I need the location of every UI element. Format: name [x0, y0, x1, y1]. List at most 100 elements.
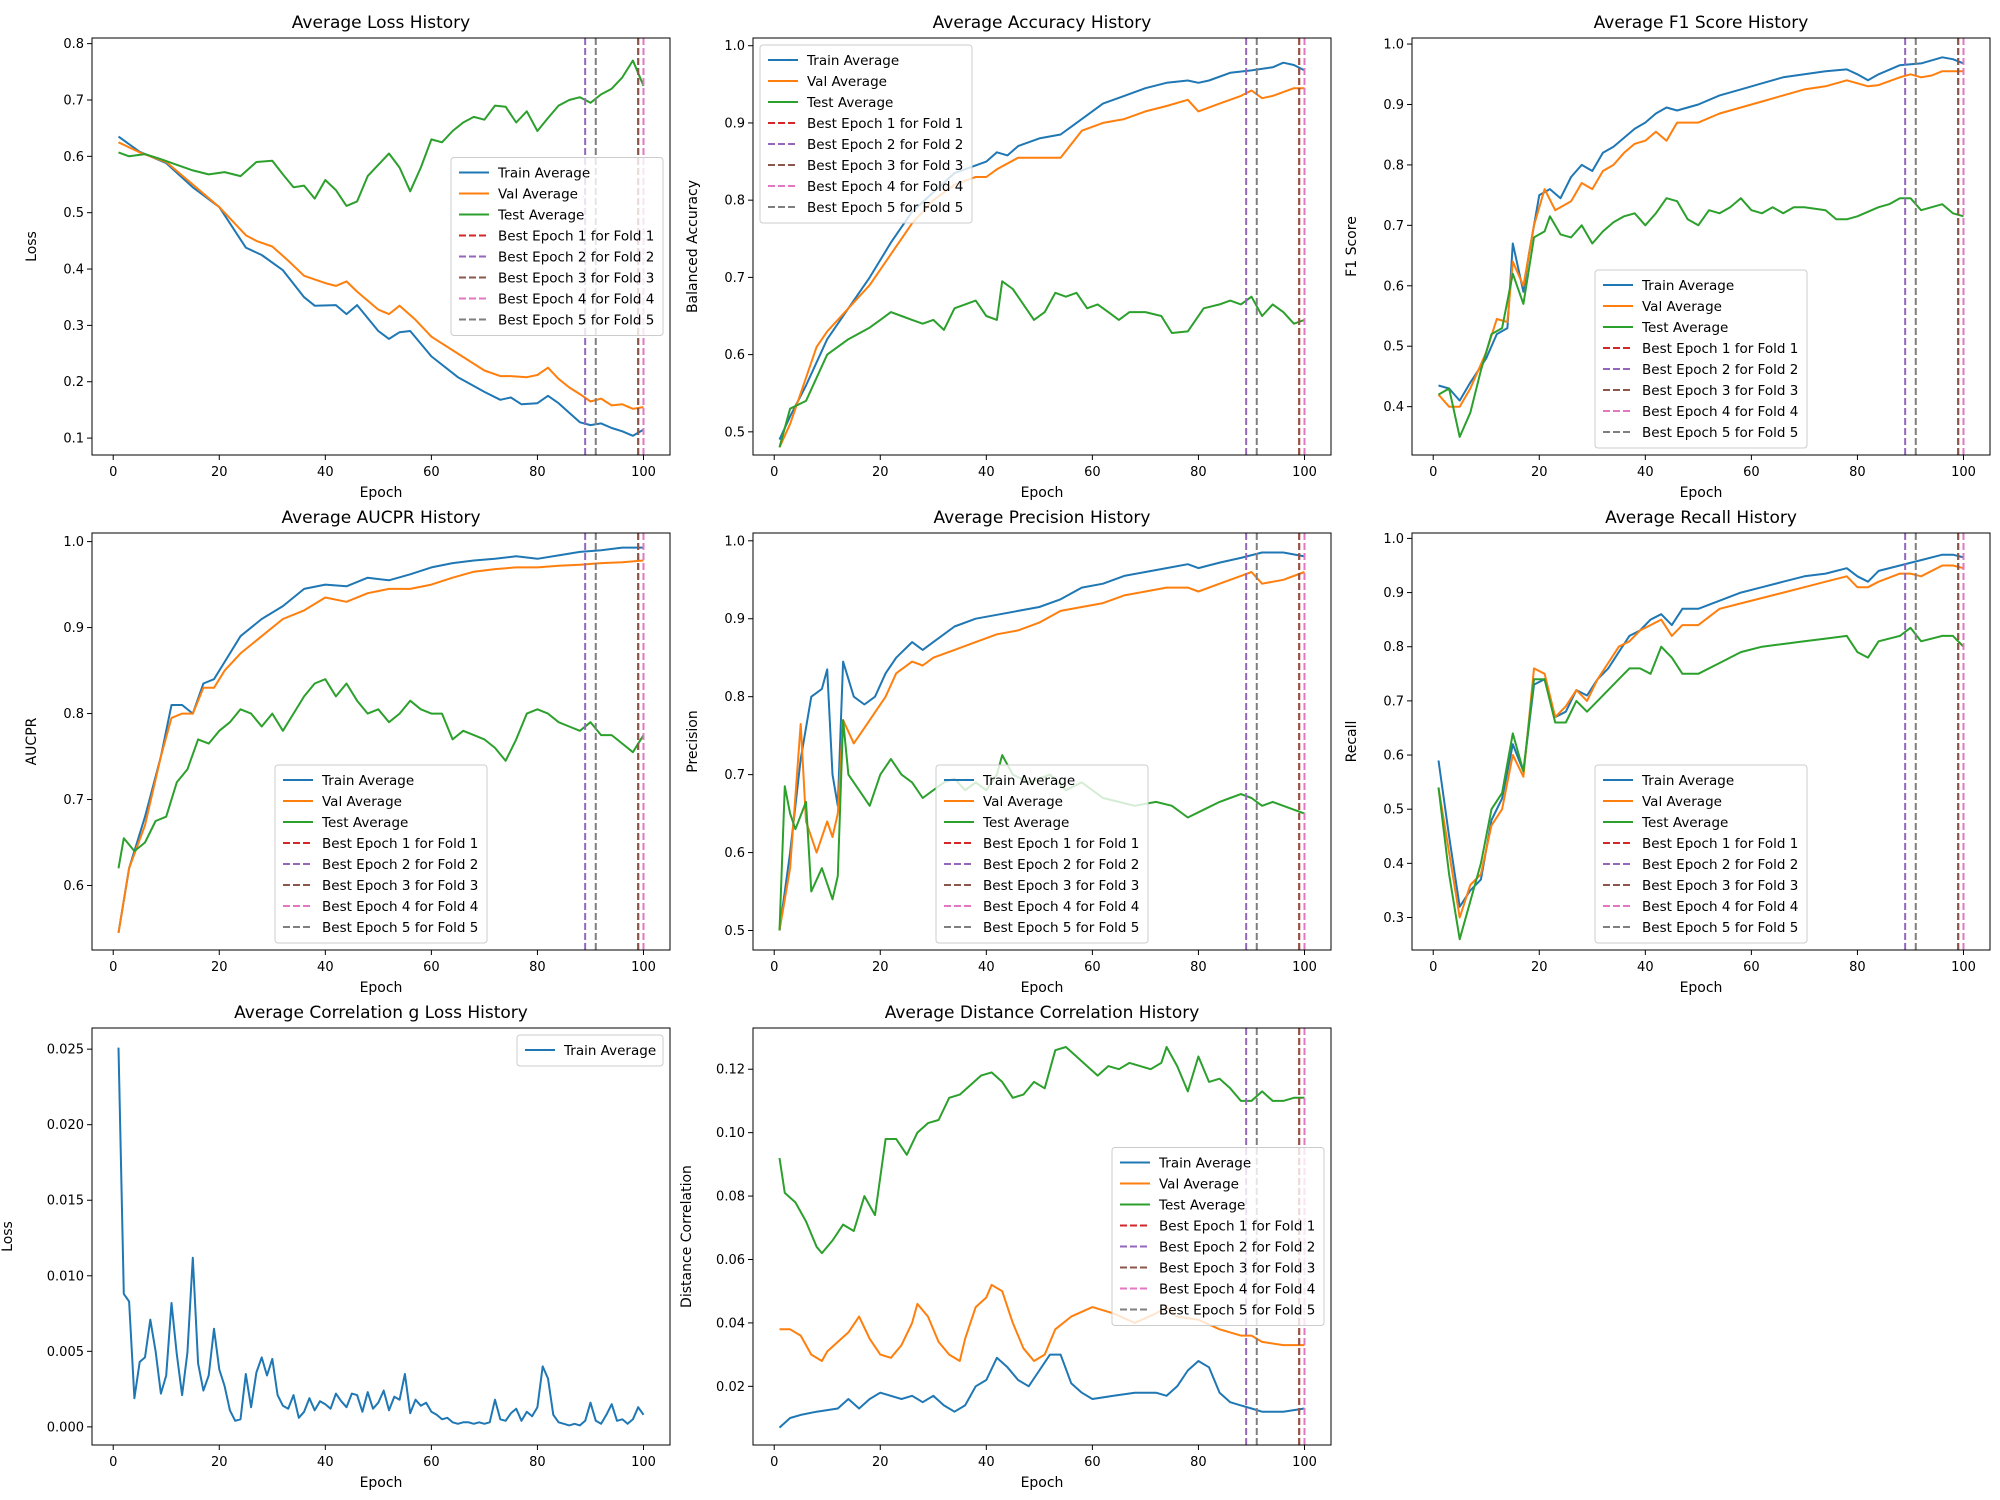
legend-label-f3: Best Epoch 3 for Fold 3 — [1642, 878, 1798, 894]
legend-label-test: Test Average — [806, 95, 893, 111]
x-axis-label: Epoch — [360, 485, 403, 501]
x-tick-label: 40 — [317, 465, 334, 480]
x-tick-label: 80 — [529, 465, 546, 480]
legend-label-f2: Best Epoch 2 for Fold 2 — [1642, 857, 1798, 873]
plot-area — [117, 1047, 645, 1427]
y-tick-label: 0.010 — [47, 1269, 84, 1284]
legend-label-train: Train Average — [806, 53, 899, 69]
y-tick-label: 0.005 — [47, 1345, 84, 1360]
chart-title: Average Accuracy History — [933, 13, 1152, 33]
x-tick-label: 100 — [1951, 465, 1976, 480]
legend-label-test: Test Average — [982, 815, 1069, 831]
series-line-val — [117, 559, 644, 933]
axes-frame — [752, 532, 1332, 951]
y-tick-label: 0.5 — [724, 425, 745, 440]
x-tick-label: 20 — [211, 1455, 228, 1470]
x-tick-label: 0 — [770, 1455, 778, 1470]
y-tick-label: 0.4 — [1383, 857, 1404, 872]
series-line-test — [778, 280, 1305, 448]
y-tick-label: 0.9 — [724, 116, 745, 131]
legend-label-test: Test Average — [1158, 1198, 1245, 1214]
x-axis-label: Epoch — [1680, 980, 1723, 996]
x-tick-label: 20 — [872, 960, 889, 975]
x-tick-label: 100 — [631, 465, 656, 480]
y-tick-label: 0.8 — [1383, 640, 1404, 655]
x-tick-label: 60 — [423, 465, 440, 480]
legend-label-f1: Best Epoch 1 for Fold 1 — [1642, 341, 1798, 357]
chart-aucpr: Average AUCPR History 0 20 40 60 80 100 0.6 0.7 0… — [24, 508, 671, 996]
x-tick-label: 0 — [1429, 465, 1437, 480]
y-tick-label: 0.1 — [63, 432, 84, 447]
legend-label-f3: Best Epoch 3 for Fold 3 — [807, 158, 963, 174]
legend: Train Average Val Average Test Average Best… — [274, 764, 488, 944]
y-tick-label: 0.06 — [716, 1253, 745, 1268]
plot-area — [1437, 38, 1965, 455]
legend: Train Average Val Average Test Average Best… — [935, 764, 1149, 944]
x-tick-label: 0 — [109, 960, 117, 975]
legend-label-train: Train Average — [1641, 773, 1734, 789]
legend-label-f2: Best Epoch 2 for Fold 2 — [1642, 362, 1798, 378]
legend-box — [1594, 764, 1808, 944]
y-tick-label: 0.7 — [1383, 219, 1404, 234]
chart-dcor: Average Distance Correlation History 0 20 4… — [679, 1003, 1332, 1491]
x-tick-label: 60 — [423, 960, 440, 975]
legend-label-val: Val Average — [1159, 1177, 1239, 1193]
legend-label-f5: Best Epoch 5 for Fold 5 — [1642, 920, 1798, 936]
legend: Train Average Val Average Test Average Best… — [1594, 269, 1808, 449]
y-tick-label: 1.0 — [724, 39, 745, 54]
legend-label-f3: Best Epoch 3 for Fold 3 — [322, 878, 478, 894]
x-tick-label: 80 — [1190, 960, 1207, 975]
y-tick-label: 0.6 — [63, 150, 84, 165]
x-tick-label: 60 — [423, 1455, 440, 1470]
legend-label-f3: Best Epoch 3 for Fold 3 — [983, 878, 1139, 894]
legend-box — [274, 764, 488, 944]
legend-label-train: Train Average — [563, 1043, 656, 1059]
legend-label-train: Train Average — [1641, 278, 1734, 294]
x-tick-label: 80 — [529, 1455, 546, 1470]
legend-label-val: Val Average — [498, 187, 578, 203]
legend-label-test: Test Average — [1641, 815, 1728, 831]
x-tick-label: 20 — [1531, 960, 1548, 975]
legend-label-train: Train Average — [321, 773, 414, 789]
y-tick-label: 0.2 — [63, 375, 84, 390]
x-tick-label: 40 — [978, 465, 995, 480]
legend: Train Average Val Average Test Average Best… — [1111, 1147, 1325, 1326]
series-line-test — [778, 1046, 1305, 1255]
y-tick-label: 0.020 — [47, 1118, 84, 1133]
y-tick-label: 0.9 — [63, 621, 84, 636]
plot-area — [117, 38, 645, 455]
plot-area — [117, 533, 645, 950]
x-axis-label: Epoch — [1021, 485, 1064, 501]
y-tick-label: 1.0 — [1383, 532, 1404, 547]
legend-label-f5: Best Epoch 5 for Fold 5 — [807, 200, 963, 216]
x-tick-label: 40 — [1637, 465, 1654, 480]
y-tick-label: 0.8 — [63, 707, 84, 722]
x-axis-label: Epoch — [360, 980, 403, 996]
x-tick-label: 80 — [529, 960, 546, 975]
legend-label-train: Train Average — [982, 773, 1075, 789]
x-tick-label: 0 — [1429, 960, 1437, 975]
legend-box — [1594, 269, 1808, 449]
legend-label-f2: Best Epoch 2 for Fold 2 — [1159, 1240, 1315, 1256]
legend-label-f5: Best Epoch 5 for Fold 5 — [983, 920, 1139, 936]
legend-label-train: Train Average — [497, 166, 590, 182]
x-tick-label: 100 — [631, 960, 656, 975]
legend: Train Average — [516, 1034, 664, 1067]
axes-frame — [91, 532, 671, 951]
y-tick-label: 0.12 — [716, 1063, 745, 1078]
x-tick-label: 40 — [317, 960, 334, 975]
x-tick-label: 0 — [770, 960, 778, 975]
series-line-val — [1437, 564, 1964, 919]
x-tick-label: 100 — [1292, 465, 1317, 480]
y-tick-label: 0.8 — [63, 37, 84, 52]
y-tick-label: 0.7 — [724, 271, 745, 286]
y-tick-label: 0.3 — [63, 319, 84, 334]
x-tick-label: 40 — [978, 1455, 995, 1470]
y-tick-label: 0.9 — [1383, 98, 1404, 113]
x-tick-label: 20 — [211, 960, 228, 975]
y-tick-label: 0.7 — [63, 93, 84, 108]
x-tick-label: 60 — [1743, 960, 1760, 975]
y-tick-label: 0.5 — [1383, 803, 1404, 818]
y-axis-label: F1 Score — [1344, 216, 1360, 277]
x-tick-label: 80 — [1190, 1455, 1207, 1470]
